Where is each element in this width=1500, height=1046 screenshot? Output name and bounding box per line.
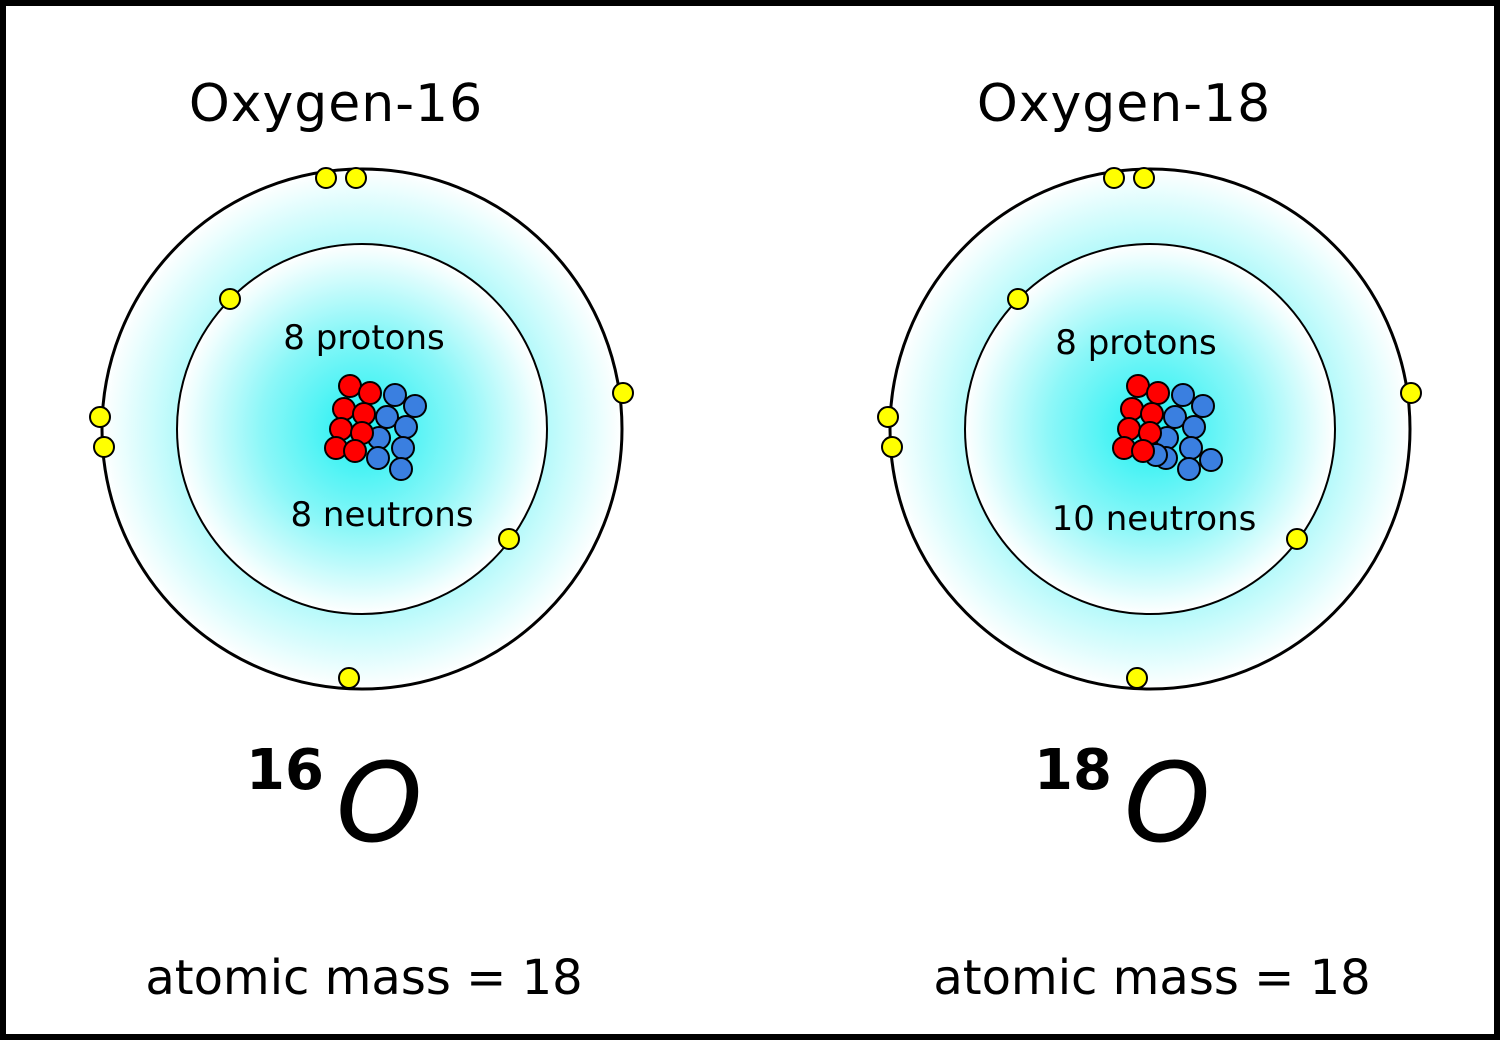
electron bbox=[338, 667, 360, 689]
atomic-mass-label: atomic mass = 18 bbox=[145, 950, 583, 1006]
proton bbox=[358, 381, 382, 405]
isotope-title: Oxygen-16 bbox=[188, 74, 484, 134]
proton bbox=[1131, 439, 1155, 463]
electrons bbox=[89, 167, 634, 689]
neutron bbox=[1182, 415, 1206, 439]
neutron bbox=[394, 415, 418, 439]
neutron bbox=[403, 394, 427, 418]
electron bbox=[315, 167, 337, 189]
protons-label: 8 protons bbox=[283, 318, 444, 358]
neutron bbox=[383, 383, 407, 407]
electron bbox=[1126, 667, 1148, 689]
atom-diagram: 8 protons 10 neutrons bbox=[877, 167, 1422, 691]
isotope-title: Oxygen-18 bbox=[976, 74, 1272, 134]
neutrons-label: 8 neutrons bbox=[290, 495, 473, 535]
atomic-mass-label: atomic mass = 18 bbox=[933, 950, 1371, 1006]
protons-label: 8 protons bbox=[1055, 323, 1216, 363]
electrons bbox=[877, 167, 1422, 689]
electron bbox=[93, 436, 115, 458]
neutron bbox=[389, 457, 413, 481]
electron bbox=[89, 406, 111, 428]
proton bbox=[1126, 374, 1150, 398]
neutron bbox=[366, 446, 390, 470]
electron bbox=[1103, 167, 1125, 189]
neutron bbox=[1199, 448, 1223, 472]
neutrons-label: 10 neutrons bbox=[1052, 499, 1257, 539]
proton bbox=[343, 439, 367, 463]
nucleus bbox=[324, 374, 427, 481]
electron bbox=[345, 167, 367, 189]
electron bbox=[1007, 288, 1029, 310]
neutron bbox=[1179, 436, 1203, 460]
element-symbol: O bbox=[1124, 739, 1211, 867]
atom-diagram: 8 protons 8 neutrons bbox=[89, 167, 634, 691]
electron bbox=[1133, 167, 1155, 189]
neutron bbox=[391, 436, 415, 460]
isotope-panel-oxygen-16: Oxygen-16 8 protons 8 neutrons 16 O atom… bbox=[6, 6, 756, 1046]
mass-number: 18 bbox=[1034, 738, 1112, 803]
electron bbox=[219, 288, 241, 310]
proton bbox=[338, 374, 362, 398]
proton bbox=[1120, 397, 1144, 421]
nucleus bbox=[1112, 374, 1223, 481]
electron bbox=[612, 382, 634, 404]
neutron bbox=[1191, 394, 1215, 418]
neutron bbox=[1171, 383, 1195, 407]
neutron bbox=[1177, 457, 1201, 481]
electron bbox=[1286, 528, 1308, 550]
neutron bbox=[1163, 405, 1187, 429]
electron bbox=[881, 436, 903, 458]
electron bbox=[498, 528, 520, 550]
element-symbol: O bbox=[336, 739, 423, 867]
mass-number: 16 bbox=[246, 738, 324, 803]
electron bbox=[877, 406, 899, 428]
neutron bbox=[375, 405, 399, 429]
proton bbox=[1146, 381, 1170, 405]
isotope-panel-oxygen-18: Oxygen-18 8 protons 10 neutrons 18 O ato… bbox=[794, 6, 1500, 1046]
electron bbox=[1400, 382, 1422, 404]
proton bbox=[332, 397, 356, 421]
